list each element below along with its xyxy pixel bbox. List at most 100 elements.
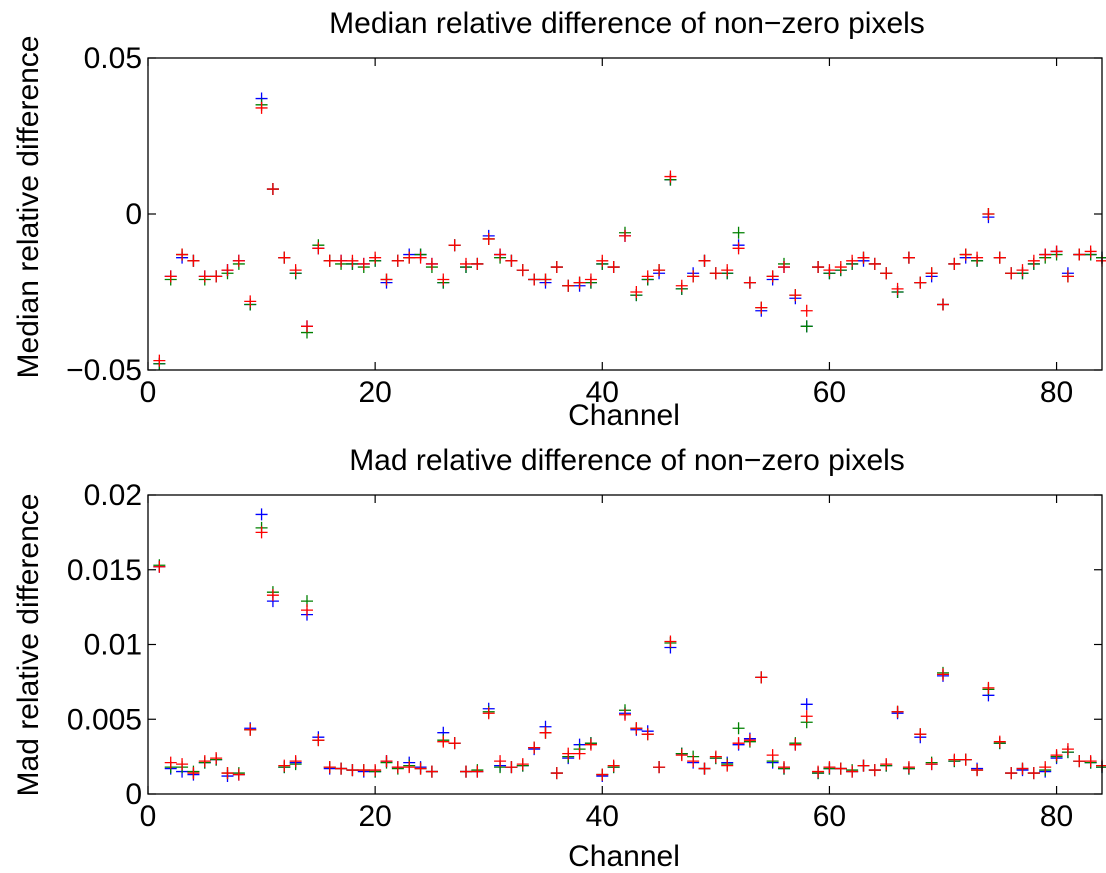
mad-chart-xtick-label: 60 <box>813 800 846 833</box>
median-chart-point-series-3 <box>596 254 609 267</box>
mad-chart-point-series-3 <box>460 765 472 778</box>
median-chart-yticks: −0.05 0 0.05 <box>66 42 1102 387</box>
mad-chart-xtick-label: 40 <box>586 800 619 833</box>
median-chart-point-series-3 <box>505 254 518 267</box>
mad-chart-ytick-label: 0.01 <box>84 629 142 662</box>
median-chart-point-series-3 <box>755 301 768 314</box>
mad-chart-point-series-3 <box>993 735 1006 748</box>
median-chart-point-series-3 <box>619 229 631 242</box>
median-chart-point-series-3 <box>982 208 995 220</box>
median-chart-point-series-3 <box>1073 248 1086 261</box>
mad-chart-point-series-3 <box>301 604 313 617</box>
median-chart-point-series-3 <box>312 242 325 255</box>
median-chart-ytick-label: −0.05 <box>66 354 142 387</box>
mad-chart-point-series-3 <box>868 764 881 777</box>
median-chart-point-series-3 <box>448 239 461 252</box>
mad-chart-point-series-3 <box>187 767 200 780</box>
mad-chart-point-series-3 <box>403 761 416 774</box>
median-chart-point-series-3 <box>925 267 938 280</box>
median-chart-plot-area <box>147 57 1103 371</box>
median-chart-point-series-3 <box>380 273 393 286</box>
median-chart-point-series-3 <box>403 251 416 264</box>
median-chart-xlabel: Channel <box>568 399 680 432</box>
mad-chart-point-series-3 <box>176 758 189 771</box>
median-chart-point-series-3 <box>800 304 813 317</box>
mad-chart-title: Mad relative difference of non−zero pixe… <box>349 444 905 477</box>
mad-chart-point-series-3 <box>221 767 234 780</box>
median-chart-point-series-2 <box>1096 251 1106 264</box>
mad-chart-ytick-label: 0.015 <box>67 554 142 587</box>
median-chart-point-series-3 <box>846 254 859 267</box>
mad-chart-point-series-3 <box>902 761 915 774</box>
mad-chart-point-series-3 <box>959 753 972 766</box>
mad-chart-point-series-3 <box>675 749 688 762</box>
mad-chart-xticks: 0 20 40 60 80 <box>140 495 1073 833</box>
median-chart-point-series-3 <box>573 276 586 289</box>
mad-chart-point-series-1 <box>255 508 268 521</box>
mad-chart-point-series-3 <box>834 762 847 775</box>
median-chart-point-series-3 <box>516 264 529 277</box>
mad-chart-point-series-3 <box>982 681 995 694</box>
mad-chart-ytick-label: 0.005 <box>67 703 142 736</box>
mad-chart-point-series-3 <box>732 737 745 750</box>
median-chart-ytick-label: 0 <box>125 198 142 231</box>
median-chart-point-series-3 <box>1005 267 1018 280</box>
median-chart-point-series-3 <box>482 232 495 245</box>
median-chart-point-series-3 <box>153 354 166 367</box>
mad-chart-point-series-3 <box>164 756 177 769</box>
median-chart-ytick-label: 0.05 <box>84 42 142 75</box>
median-chart-point-series-3 <box>868 257 881 270</box>
median-chart-point-series-3 <box>301 320 313 333</box>
median-chart-point-series-3 <box>323 254 336 267</box>
median-chart-point-series-3 <box>675 279 688 292</box>
mad-chart-points <box>153 508 1106 783</box>
median-chart-point-series-3 <box>721 264 734 277</box>
mad-chart-point-series-3 <box>153 560 166 573</box>
median-chart-point-series-3 <box>687 270 700 283</box>
mad-chart-point-series-3 <box>823 761 836 774</box>
mad-chart-point-series-3 <box>630 722 643 735</box>
median-chart-point-series-3 <box>232 254 245 267</box>
mad-chart-point-series-3 <box>789 738 802 751</box>
mad-chart-point-series-3 <box>278 759 291 772</box>
mad-chart-point-series-3 <box>528 741 541 754</box>
mad-chart-point-series-3 <box>380 755 393 768</box>
mad-chart-point-series-3 <box>709 750 722 763</box>
median-chart-point-series-3 <box>494 248 507 261</box>
median-chart-point-series-3 <box>1027 254 1040 267</box>
mad-chart-point-series-3 <box>437 735 450 748</box>
median-chart-xtick-label: 60 <box>813 376 846 409</box>
median-chart-point-series-3 <box>244 295 257 308</box>
median-chart-point-series-3 <box>993 251 1006 264</box>
mad-chart-point-series-3 <box>653 761 666 774</box>
mad-chart-point-series-3 <box>846 765 859 778</box>
median-chart-ylabel: Median relative difference <box>12 36 45 379</box>
mad-chart-xtick-label: 0 <box>140 800 157 833</box>
median-chart-point-series-3 <box>1016 264 1029 277</box>
mad-chart-point-series-3 <box>357 764 370 777</box>
median-chart-point-series-3 <box>278 251 291 264</box>
mad-chart-point-series-3 <box>573 747 586 760</box>
mad-chart-ytick-label: 0 <box>125 778 142 811</box>
mad-chart-point-series-3 <box>584 738 597 751</box>
mad-chart-point-series-3 <box>391 761 404 774</box>
median-chart-point-series-3 <box>357 257 370 270</box>
median-chart-point-series-3 <box>653 264 666 277</box>
mad-chart-point-series-3 <box>641 728 654 741</box>
median-chart-point-series-3 <box>255 101 268 114</box>
median-chart-point-series-2 <box>800 320 813 333</box>
median-chart-point-series-3 <box>732 242 745 255</box>
median-chart-point-series-3 <box>584 273 597 286</box>
mad-chart-point-series-3 <box>482 707 495 720</box>
mad-chart-point-series-3 <box>289 755 302 768</box>
median-chart-point-series-3 <box>891 282 904 295</box>
median-chart: Median relative difference of non−zero p… <box>12 7 1106 432</box>
median-chart-point-series-3 <box>1050 245 1063 258</box>
mad-chart-point-series-3 <box>812 765 825 778</box>
median-chart-point-series-3 <box>425 257 438 270</box>
median-chart-point-series-3 <box>857 251 870 264</box>
mad-chart-point-series-3 <box>1096 759 1106 772</box>
median-chart-point-series-3 <box>562 279 575 292</box>
mad-chart-point-series-2 <box>1096 761 1106 774</box>
